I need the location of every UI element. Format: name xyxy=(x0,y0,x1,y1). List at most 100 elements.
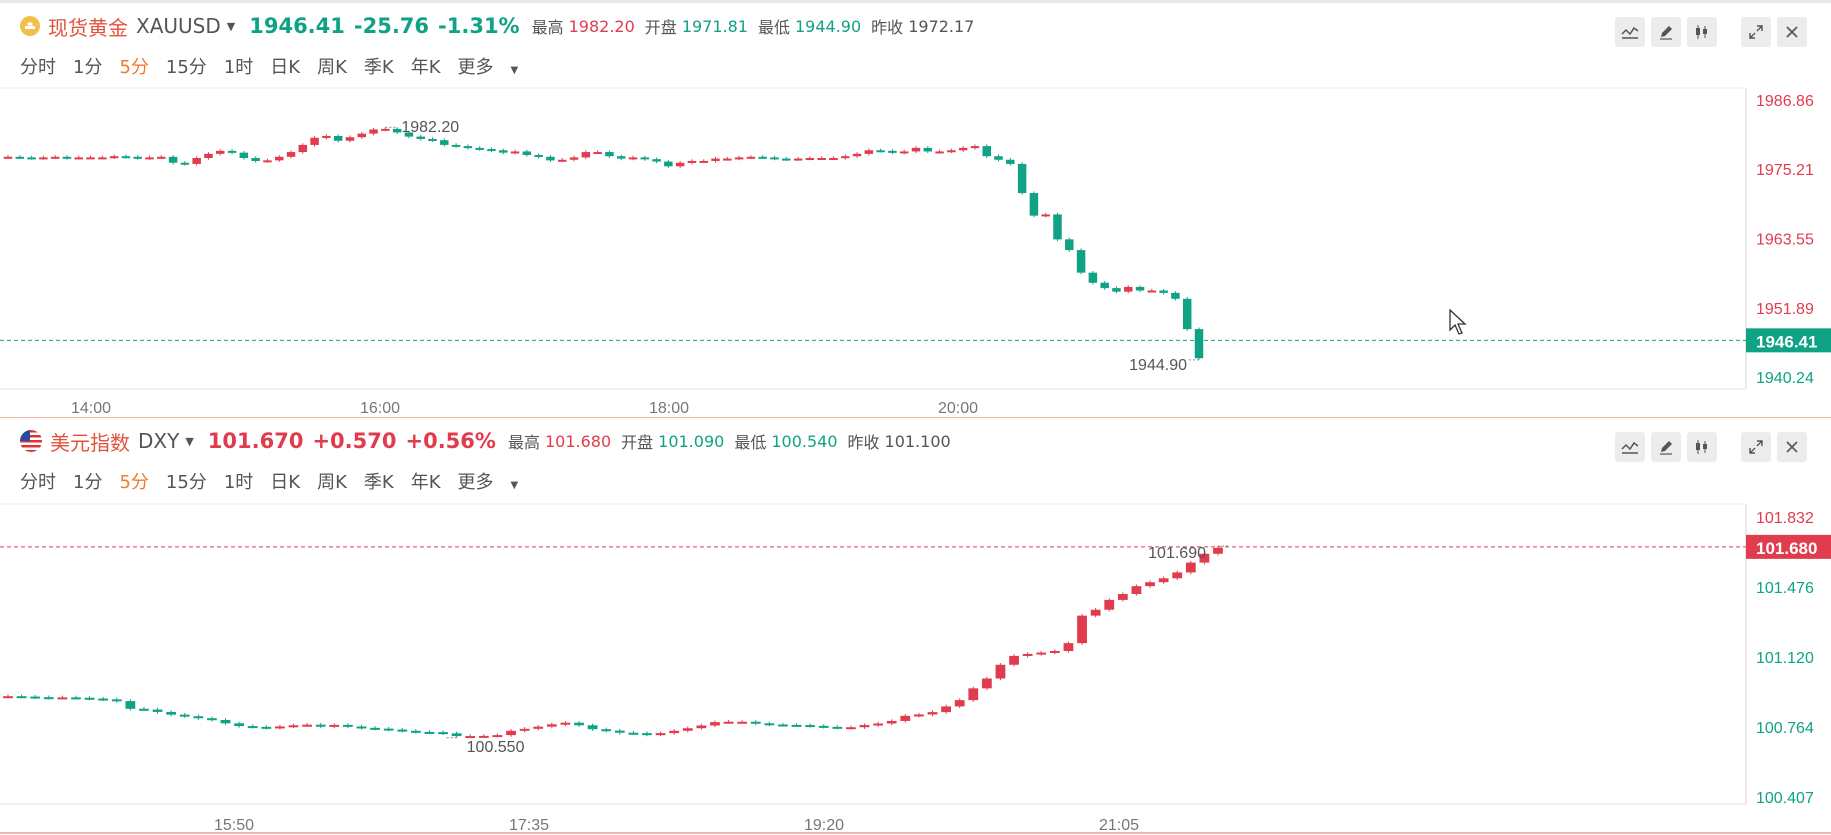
candle-body xyxy=(1053,214,1062,240)
symbol-code[interactable]: DXY xyxy=(138,429,180,453)
candle-body xyxy=(1063,643,1074,652)
tf-tick[interactable]: 分时 xyxy=(20,57,56,78)
y-tick-label: 1940.24 xyxy=(1756,370,1814,387)
symbol-code[interactable]: XAUUSD xyxy=(136,14,221,38)
close-icon[interactable] xyxy=(1777,432,1807,462)
tf-1min[interactable]: 1分 xyxy=(73,57,103,78)
candle-body xyxy=(227,150,237,153)
low-label: 最低 xyxy=(734,433,767,452)
symbol-name[interactable]: 现货黄金 xyxy=(48,15,128,40)
candle-body xyxy=(970,146,980,149)
low-label: 最低 xyxy=(757,18,790,37)
candle-body xyxy=(404,132,414,137)
candle-body xyxy=(758,156,767,159)
y-tick-label: 1975.21 xyxy=(1756,162,1814,179)
candle-body xyxy=(534,155,543,158)
candle-body xyxy=(1009,655,1019,665)
tf-week[interactable]: 周K xyxy=(317,472,347,493)
x-tick-label: 17:35 xyxy=(509,817,549,834)
expand-icon[interactable] xyxy=(1741,17,1771,47)
candle-type-icon[interactable] xyxy=(1687,432,1717,462)
tf-1min[interactable]: 1分 xyxy=(73,472,103,493)
tf-15min[interactable]: 15分 xyxy=(165,472,207,493)
gold-chart-panel: 现货黄金 XAUUSD ▼ 1946.41 -25.76 -1.31% 最高 1… xyxy=(0,0,1831,417)
tf-5min[interactable]: 5分 xyxy=(119,472,149,493)
draw-icon[interactable] xyxy=(1651,17,1681,47)
tf-day[interactable]: 日K xyxy=(270,472,301,493)
candle-body xyxy=(533,726,544,729)
candle-body xyxy=(968,688,979,701)
candle-body xyxy=(642,733,652,736)
mouse-cursor-icon xyxy=(1449,309,1467,335)
candle-body xyxy=(652,159,661,162)
tf-week[interactable]: 周K xyxy=(317,57,347,78)
candle-body xyxy=(62,156,72,159)
high-label: 最高 xyxy=(531,18,564,37)
expand-icon[interactable] xyxy=(1741,432,1771,462)
candle-body xyxy=(927,712,938,715)
candle-body xyxy=(121,156,131,159)
tf-year[interactable]: 年K xyxy=(410,57,441,78)
candle-body xyxy=(84,697,95,700)
candle-body xyxy=(315,724,326,727)
tf-1hour[interactable]: 1时 xyxy=(223,472,254,493)
tf-tick[interactable]: 分时 xyxy=(20,472,56,493)
tf-day[interactable]: 日K xyxy=(270,57,301,78)
high-value: 1982.20 xyxy=(568,16,635,36)
tf-1hour[interactable]: 1时 xyxy=(223,57,254,78)
tf-quarter[interactable]: 季K xyxy=(363,472,394,493)
candle-body xyxy=(207,718,217,721)
close-icon[interactable] xyxy=(1777,17,1807,47)
timeframe-bar: 分时 1分 5分 15分 1时 日K 周K 季K 年K 更多 ▼ xyxy=(20,53,552,79)
candle-body xyxy=(1131,586,1142,595)
price-change-pct: +0.56% xyxy=(405,429,496,453)
candle-body xyxy=(914,714,924,717)
tf-5min[interactable]: 5分 xyxy=(119,57,149,78)
candle-body xyxy=(852,153,862,157)
gold-coin-icon xyxy=(20,16,40,36)
candle-body xyxy=(832,726,843,729)
us-flag-icon xyxy=(20,430,42,452)
gold-candlestick-chart[interactable]: 1986.86 1975.21 1963.55 1951.89 1940.24 14:00… xyxy=(0,3,1831,420)
draw-icon[interactable] xyxy=(1651,432,1681,462)
candle-body xyxy=(886,720,897,724)
last-price-tag xyxy=(1746,328,1831,353)
candle-body xyxy=(487,149,496,152)
dxy-candlestick-chart[interactable]: 101.832 101.476 101.120 100.764 100.407 15:50… xyxy=(0,418,1831,835)
low-value: 100.540 xyxy=(771,431,838,451)
chevron-down-icon[interactable]: ▼ xyxy=(185,434,194,448)
chevron-down-icon[interactable]: ▼ xyxy=(226,19,236,33)
candle-body xyxy=(791,724,802,727)
tf-15min[interactable]: 15分 xyxy=(165,57,207,78)
candle-body xyxy=(298,144,308,153)
tf-more[interactable]: 更多 ▼ xyxy=(458,468,536,494)
candle-body xyxy=(157,156,166,159)
candle-body xyxy=(628,732,639,735)
candle-body xyxy=(750,721,761,724)
tf-year[interactable]: 年K xyxy=(410,472,441,493)
indicator-icon[interactable] xyxy=(1615,432,1645,462)
open-value: 1971.81 xyxy=(681,16,748,36)
candle-body xyxy=(569,157,579,160)
candle-body xyxy=(71,697,81,700)
x-tick-label: 20:00 xyxy=(938,400,978,417)
candle-body xyxy=(86,157,95,160)
candle-body xyxy=(168,156,178,163)
candle-body xyxy=(345,137,355,141)
candle-body xyxy=(204,153,213,158)
symbol-name[interactable]: 美元指数 xyxy=(50,430,130,455)
indicator-icon[interactable] xyxy=(1615,17,1645,47)
tf-quarter[interactable]: 季K xyxy=(363,57,394,78)
open-label: 开盘 xyxy=(621,433,654,452)
candle-body xyxy=(817,157,826,160)
candle-body xyxy=(557,159,567,162)
candle-type-icon[interactable] xyxy=(1687,17,1717,47)
panel-toolbar xyxy=(1609,17,1807,47)
candle-body xyxy=(30,696,41,699)
candle-body xyxy=(3,156,13,159)
candle-body xyxy=(746,156,756,159)
candle-body xyxy=(274,156,284,161)
candle-body xyxy=(846,727,856,730)
tf-more[interactable]: 更多 ▼ xyxy=(458,53,536,79)
candle-body xyxy=(1199,553,1210,563)
